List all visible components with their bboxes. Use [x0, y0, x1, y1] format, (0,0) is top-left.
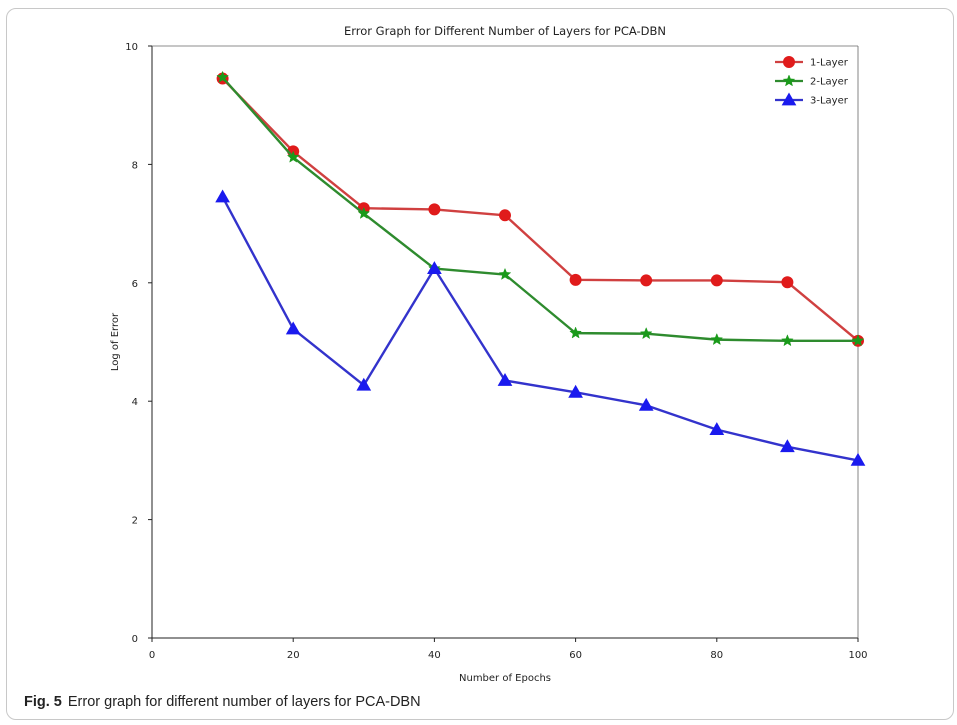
data-point-1-layer [640, 274, 653, 287]
legend-item-2-layer: 2-Layer [775, 74, 849, 88]
series-line-2-layer [221, 76, 858, 343]
data-point-1-layer [710, 274, 723, 287]
series-layer [215, 70, 866, 466]
caption-text: Error graph for different number of laye… [67, 694, 421, 710]
legend-label: 3-Layer [810, 96, 849, 107]
legend-item-3-layer: 3-Layer [775, 92, 849, 107]
series-3-layer [215, 189, 866, 466]
y-tick-label: 0 [132, 634, 138, 645]
tick-layer: 0 20 40 60 80 100 0 2 4 6 8 10 [125, 42, 867, 661]
data-point-3-layer [709, 422, 725, 435]
data-point-3-layer [497, 372, 513, 386]
data-point-2-layer [710, 332, 724, 346]
legend-marker-1-layer [783, 56, 795, 68]
x-tick-label: 40 [428, 650, 441, 661]
x-tick-label: 20 [287, 650, 300, 661]
data-point-2-layer [216, 70, 229, 83]
data-point-3-layer [638, 397, 654, 411]
data-point-2-layer [357, 206, 371, 219]
legend-marker-3-layer [781, 92, 797, 106]
x-axis-label: Number of Epochs [459, 673, 551, 684]
data-point-1-layer [781, 276, 794, 289]
data-point-2-layer [569, 326, 582, 339]
series-2-layer [216, 70, 865, 347]
y-axis-label: Log of Error [110, 312, 121, 371]
figure-caption: Fig. 5 Error graph for different number o… [24, 694, 421, 710]
legend-label: 2-Layer [810, 77, 849, 88]
x-tick-label: 0 [149, 650, 155, 661]
figure-frame [6, 8, 954, 720]
line-chart: Error Graph for Different Number of Laye… [110, 24, 868, 684]
data-point-2-layer [639, 327, 653, 340]
x-tick-label: 100 [848, 650, 867, 661]
data-point-3-layer [780, 439, 795, 453]
legend-marker-2-layer [782, 74, 796, 87]
data-point-3-layer [356, 377, 372, 391]
data-point-2-layer [781, 334, 794, 347]
data-point-3-layer [285, 321, 301, 335]
figure-number: Fig. 5 [24, 694, 62, 710]
x-tick-label: 80 [710, 650, 723, 661]
data-point-1-layer [499, 209, 511, 222]
legend-item-1-layer: 1-Layer [775, 56, 849, 69]
data-point-3-layer [427, 261, 442, 274]
chart-title: Error Graph for Different Number of Laye… [344, 24, 666, 38]
data-point-1-layer [569, 273, 582, 286]
y-tick-label: 8 [132, 160, 138, 171]
y-tick-label: 10 [125, 42, 138, 53]
y-tick-label: 4 [132, 397, 138, 408]
y-tick-label: 2 [132, 516, 138, 527]
axes [151, 45, 859, 639]
series-line-1-layer [221, 77, 859, 342]
data-point-1-layer [428, 203, 441, 216]
data-point-3-layer [215, 189, 230, 203]
data-point-2-layer [286, 150, 300, 163]
data-point-3-layer [568, 384, 583, 398]
x-tick-label: 60 [569, 650, 582, 661]
data-point-2-layer [851, 334, 865, 347]
y-tick-label: 6 [132, 279, 138, 290]
series-line-3-layer [221, 196, 859, 462]
data-point-2-layer [498, 267, 512, 280]
legend-label: 1-Layer [810, 58, 849, 69]
legend: 1-Layer 2-Layer 3-Layer [775, 56, 849, 107]
data-point-3-layer [850, 452, 866, 466]
